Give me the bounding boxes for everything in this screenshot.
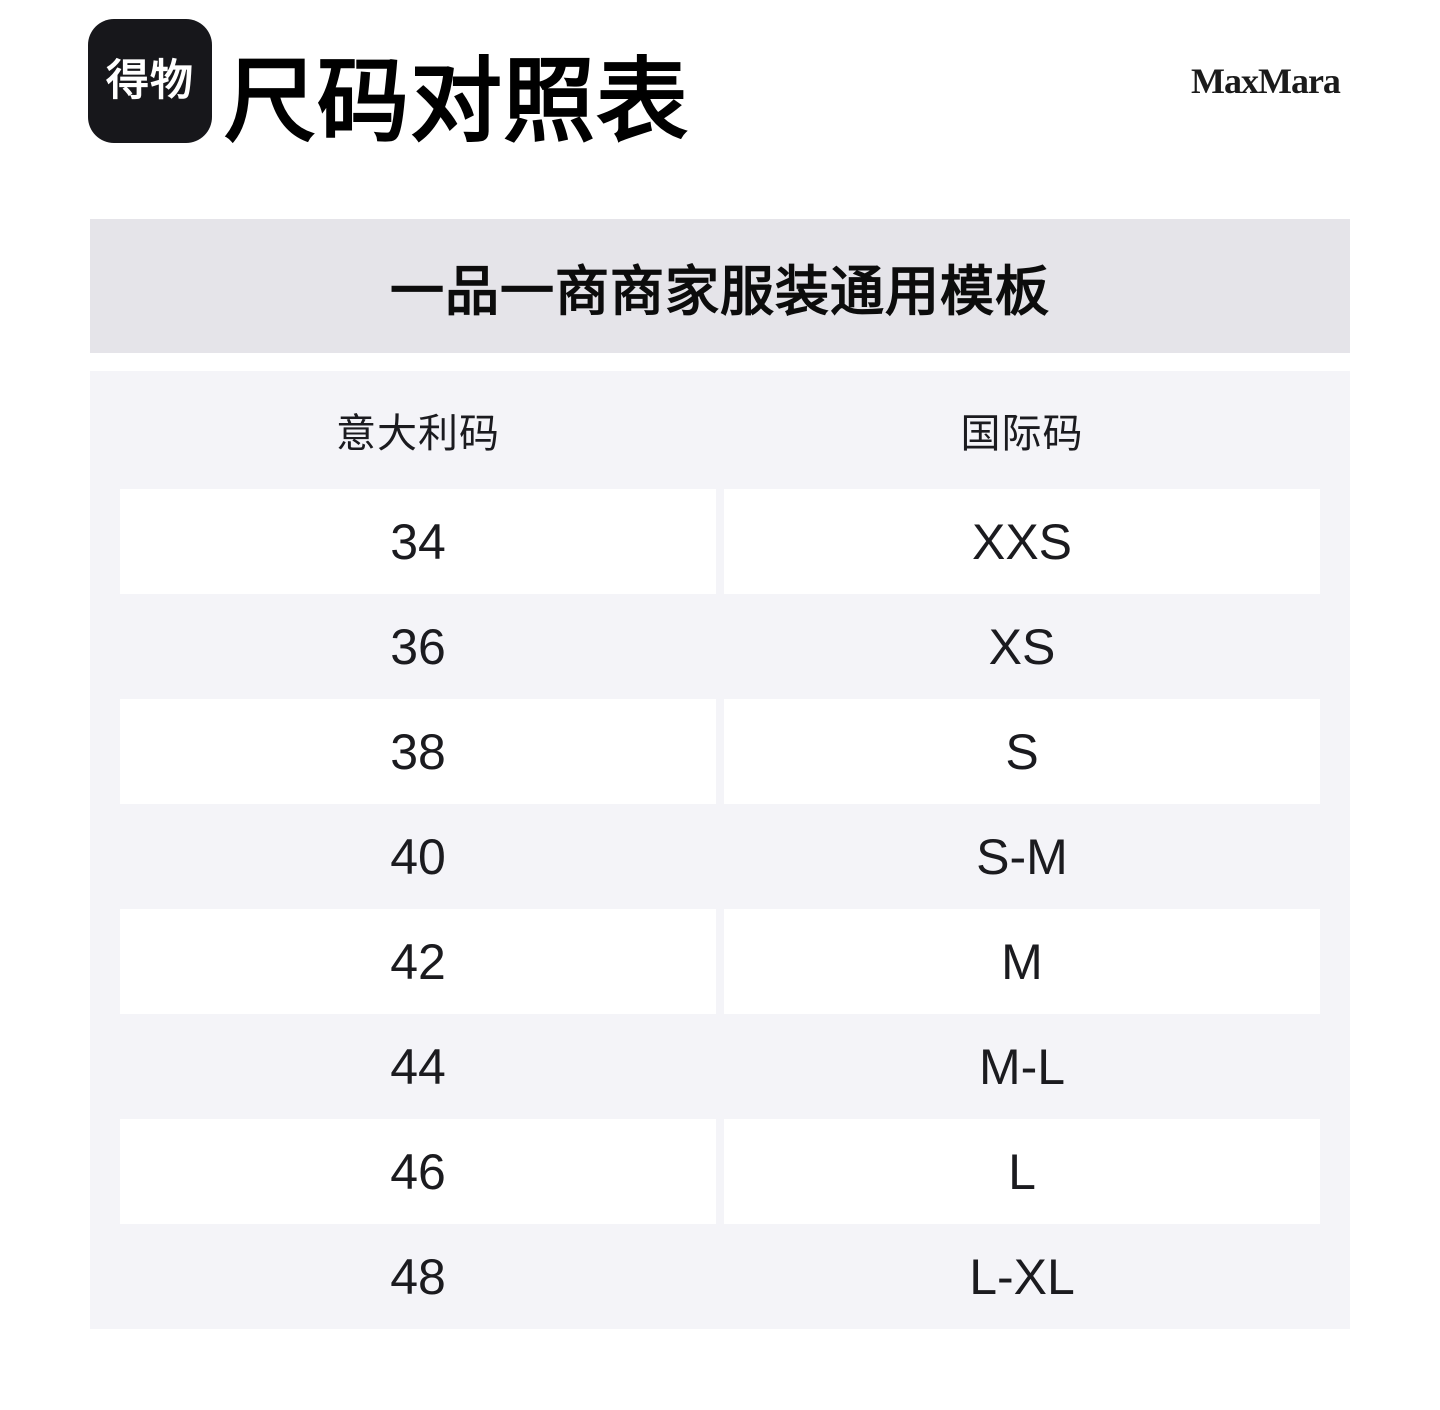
international-size-cell: M-L [978,1038,1066,1095]
international-size-cell: S-M [976,828,1068,885]
table-row: 46 L [120,1119,1320,1224]
international-size-cell: L-XL [969,1248,1075,1305]
table-row: 34 XXS [120,489,1320,594]
international-size-cell: S [724,699,1320,804]
table-row: 44 M-L [120,1014,1320,1119]
italian-size-cell: 34 [120,489,716,594]
italian-size-cell: 48 [390,1248,446,1305]
table-row: 38 S [120,699,1320,804]
column-header-international-size: 国际码 [960,412,1084,456]
template-banner: 一品一商商家服装通用模板 [90,219,1350,353]
italian-size-cell: 38 [120,699,716,804]
dewu-logo-text: 得物 [106,56,194,105]
international-size-cell: XS [988,618,1056,675]
international-size-cell: M [724,909,1320,1014]
table-header-row: 意大利码 国际码 [120,371,1320,489]
size-conversion-table: 意大利码 国际码 34 XXS 36 XS 38 S 40 S-M 42 M 4… [90,371,1350,1329]
italian-size-cell: 46 [120,1119,716,1224]
italian-size-cell: 44 [390,1038,446,1095]
italian-size-cell: 42 [120,909,716,1014]
international-size-cell: XXS [724,489,1320,594]
international-size-cell: L [724,1119,1320,1224]
dewu-logo: 得物 [88,19,212,143]
italian-size-cell: 36 [390,618,446,675]
table-row: 40 S-M [120,804,1320,909]
page-title: 尺码对照表 [224,51,690,153]
table-row: 48 L-XL [120,1224,1320,1329]
italian-size-cell: 40 [390,828,446,885]
template-banner-text: 一品一商商家服装通用模板 [390,261,1050,322]
table-row: 42 M [120,909,1320,1014]
brand-logo-maxmara: MaxMara [1191,61,1341,101]
table-row: 36 XS [120,594,1320,699]
column-header-italian-size: 意大利码 [336,412,500,456]
